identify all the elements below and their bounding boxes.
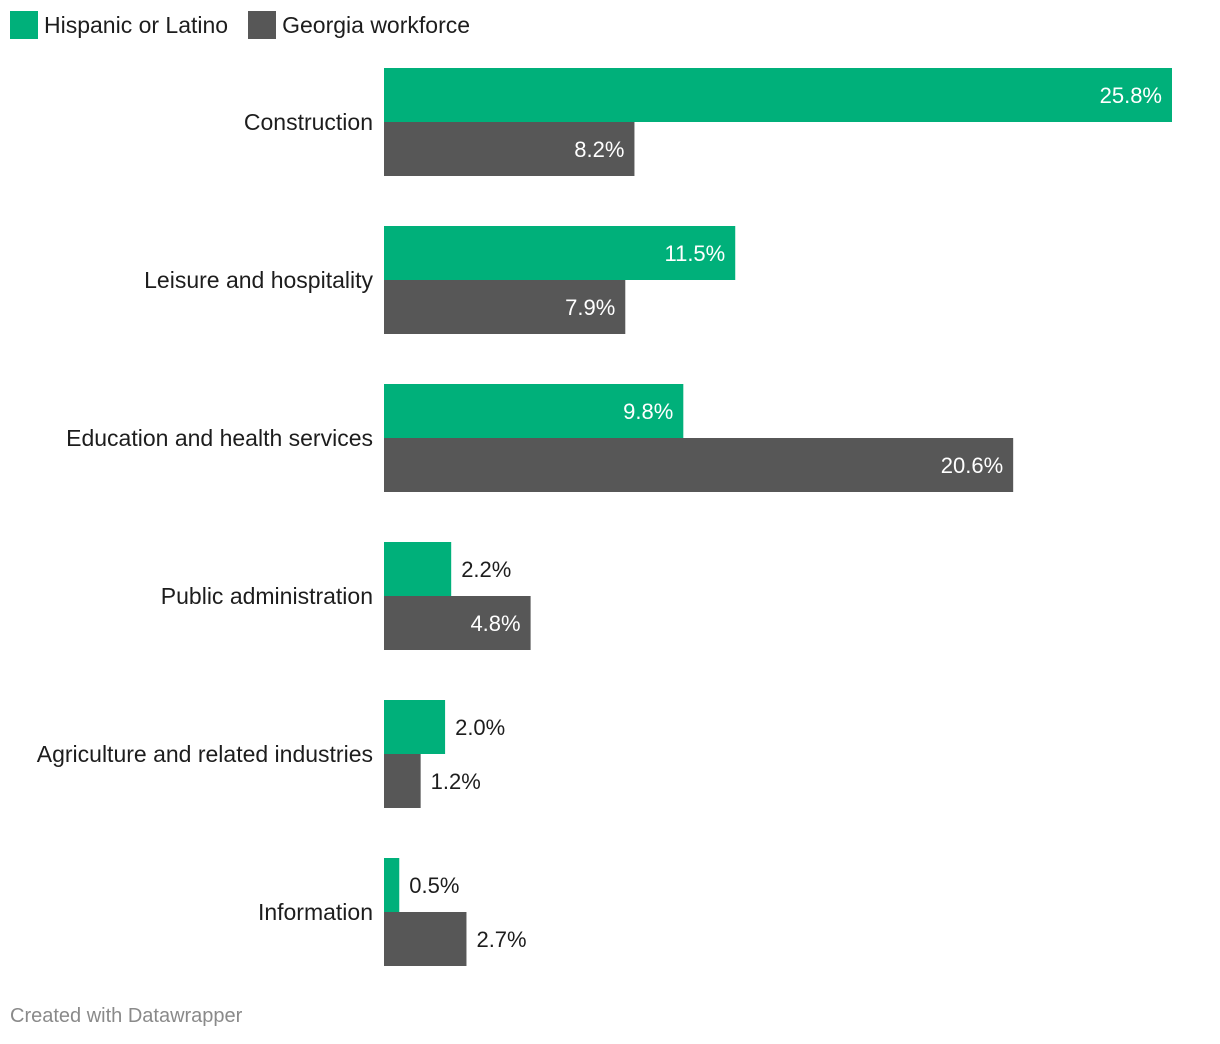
bar-hispanic-agriculture-and-related-industries (384, 700, 446, 754)
value-label-hispanic-leisure-and-hospitality: 11.5% (664, 241, 725, 266)
value-label-georgia-education-and-health-services: 20.6% (941, 453, 1003, 478)
bar-hispanic-information (384, 858, 400, 912)
category-label-leisure-and-hospitality: Leisure and hospitality (144, 267, 373, 293)
value-label-hispanic-agriculture-and-related-industries: 2.0% (455, 715, 505, 740)
value-label-hispanic-construction: 25.8% (1100, 83, 1162, 108)
bar-hispanic-leisure-and-hospitality (384, 226, 736, 280)
bar-hispanic-education-and-health-services (384, 384, 684, 438)
category-label-public-administration: Public administration (161, 583, 373, 609)
category-label-construction: Construction (244, 109, 373, 135)
legend-item-hispanic: Hispanic or Latino (10, 11, 228, 39)
value-label-georgia-leisure-and-hospitality: 7.9% (565, 295, 615, 320)
legend-item-georgia: Georgia workforce (248, 11, 470, 39)
category-label-education-and-health-services: Education and health services (66, 425, 373, 451)
legend-label-hispanic: Hispanic or Latino (44, 11, 229, 38)
legend-swatch-georgia (248, 11, 277, 39)
bar-georgia-leisure-and-hospitality (384, 280, 626, 334)
category-label-agriculture-and-related-industries: Agriculture and related industries (37, 741, 373, 767)
bar-hispanic-public-administration (384, 542, 452, 596)
category-label-information: Information (258, 899, 373, 925)
bar-georgia-information (384, 912, 467, 966)
value-label-hispanic-education-and-health-services: 9.8% (623, 399, 673, 424)
bar-georgia-agriculture-and-related-industries (384, 754, 421, 808)
legend-swatch-hispanic (10, 11, 38, 39)
footer-credit: Created with Datawrapper (10, 1005, 243, 1027)
bar-georgia-education-and-health-services (384, 438, 1014, 492)
value-label-hispanic-public-administration: 2.2% (461, 557, 511, 582)
bar-georgia-construction (384, 122, 635, 176)
value-label-georgia-agriculture-and-related-industries: 1.2% (431, 769, 481, 794)
value-label-hispanic-information: 0.5% (409, 873, 459, 898)
legend: Hispanic or Latino Georgia workforce (10, 11, 470, 39)
value-label-georgia-public-administration: 4.8% (470, 611, 520, 636)
value-label-georgia-information: 2.7% (476, 927, 526, 952)
value-label-georgia-construction: 8.2% (574, 137, 624, 162)
bar-hispanic-construction (384, 68, 1172, 122)
bar-georgia-public-administration (384, 596, 531, 650)
legend-label-georgia: Georgia workforce (282, 11, 471, 38)
